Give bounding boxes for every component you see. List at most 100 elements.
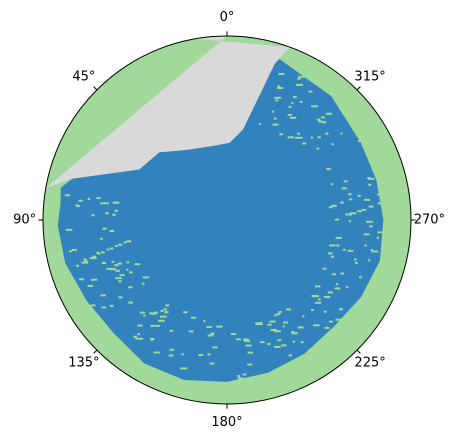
speckle: [368, 205, 374, 208]
speckle: [330, 183, 334, 186]
speckle: [117, 243, 123, 246]
speckle: [267, 343, 271, 346]
speckle: [64, 194, 70, 197]
speckle: [271, 371, 277, 374]
speckle: [180, 367, 188, 370]
speckle: [84, 260, 88, 263]
speckle: [297, 77, 301, 80]
speckle: [160, 310, 164, 312]
speckle: [164, 311, 169, 314]
speckle: [112, 213, 116, 216]
speckle: [279, 368, 285, 371]
speckle: [323, 310, 327, 313]
speckle: [271, 110, 275, 113]
speckle: [100, 294, 106, 297]
speckle: [117, 262, 122, 265]
speckle: [135, 337, 138, 340]
speckle: [112, 201, 120, 204]
speckle: [272, 123, 279, 126]
speckle: [247, 363, 253, 366]
speckle: [181, 353, 184, 356]
speckle: [242, 338, 249, 341]
speckle: [329, 320, 333, 323]
speckle: [278, 311, 282, 314]
speckle: [96, 197, 101, 200]
speckle: [322, 267, 327, 270]
speckle: [294, 136, 298, 139]
speckle: [106, 267, 114, 270]
theta-tick-label: 225°: [354, 356, 385, 371]
speckle: [302, 142, 307, 145]
speckle: [270, 329, 277, 331]
speckle: [275, 99, 279, 102]
speckle: [377, 202, 383, 205]
speckle: [100, 237, 103, 240]
speckle: [376, 236, 379, 239]
speckle: [320, 116, 325, 119]
speckle: [114, 209, 118, 212]
speckle: [296, 83, 303, 86]
theta-tick-mark: [93, 86, 98, 91]
theta-tick-label: 90°: [13, 213, 36, 228]
speckle: [278, 73, 285, 75]
speckle: [277, 85, 281, 88]
speckle: [137, 337, 144, 340]
speckle: [274, 345, 281, 348]
speckle: [83, 258, 87, 261]
speckle: [347, 193, 352, 196]
speckle: [111, 260, 115, 263]
speckle: [308, 90, 313, 93]
speckle: [335, 318, 341, 321]
speckle: [324, 326, 330, 329]
speckle: [141, 282, 145, 285]
speckle: [328, 252, 333, 255]
speckle: [154, 311, 158, 314]
speckle: [100, 251, 105, 254]
theta-ticks: 0° 45° 90° 135° 180° 225° 270° 315°: [13, 10, 445, 430]
speckle: [291, 331, 295, 333]
speckle: [316, 147, 320, 150]
speckle: [298, 75, 305, 78]
speckle: [336, 244, 340, 247]
speckle: [75, 205, 80, 208]
speckle: [349, 212, 357, 215]
speckle: [381, 202, 387, 205]
speckle: [129, 271, 133, 274]
speckle: [134, 263, 141, 266]
speckle: [91, 278, 98, 281]
speckle: [358, 276, 362, 279]
theta-tick-label: 270°: [414, 213, 445, 228]
speckle: [216, 325, 223, 328]
theta-tick-label: 45°: [72, 69, 95, 84]
speckle: [255, 322, 262, 325]
speckle: [115, 245, 118, 247]
speckle: [137, 333, 140, 336]
speckle: [311, 309, 314, 312]
speckle: [354, 258, 357, 261]
speckle: [308, 357, 314, 360]
speckle: [335, 236, 342, 239]
speckle: [291, 102, 294, 105]
speckle: [357, 210, 362, 213]
speckle: [128, 301, 133, 304]
speckle: [348, 198, 353, 201]
speckle: [348, 324, 351, 327]
speckle: [188, 330, 194, 333]
speckle: [245, 344, 252, 347]
speckle: [386, 199, 391, 201]
speckle: [371, 250, 379, 253]
speckle: [274, 117, 277, 120]
speckle-texture: [64, 73, 393, 385]
speckle: [150, 324, 156, 327]
speckle: [109, 304, 114, 307]
speckle: [288, 105, 292, 108]
speckle: [109, 230, 115, 232]
speckle: [203, 320, 206, 323]
speckle: [237, 375, 240, 377]
theta-tick-label: 315°: [354, 69, 385, 84]
speckle: [361, 208, 367, 211]
speckle: [348, 220, 351, 223]
speckle: [137, 324, 143, 327]
theta-tick-label: 0°: [220, 10, 235, 25]
